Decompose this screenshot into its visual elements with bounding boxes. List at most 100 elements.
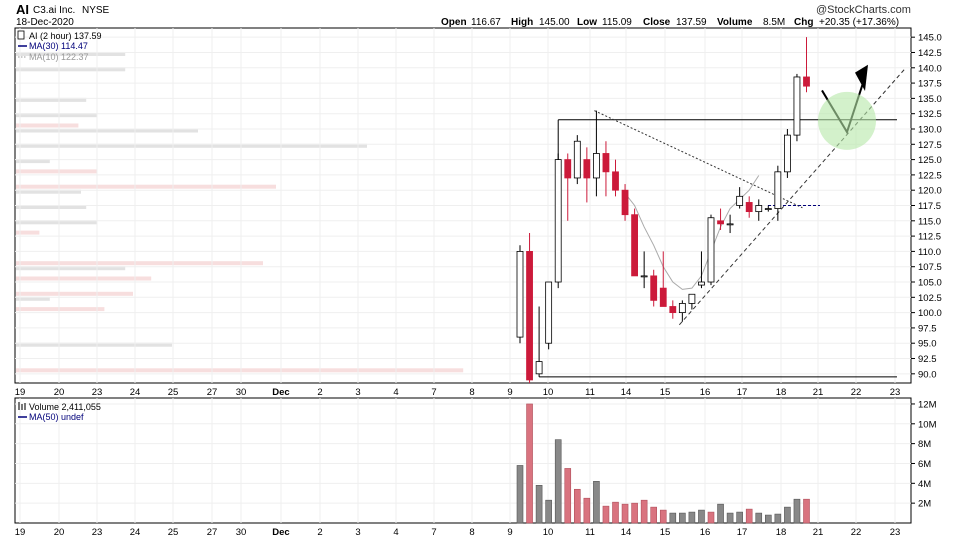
- vbp-up-bar: [16, 189, 81, 194]
- price-legend: AI (2 hour) 137.59 MA(30) 114.47 MA(10) …: [17, 30, 102, 62]
- date-tick-label: 11: [585, 387, 595, 398]
- volume-by-price: [16, 51, 464, 373]
- volume-bar: [631, 502, 638, 524]
- price-tick-label: 135.0: [918, 94, 942, 105]
- volume-tick-label: 4M: [918, 479, 931, 490]
- date-tick-label: 18: [776, 527, 787, 538]
- volume-bar: [640, 499, 648, 524]
- candle-body: [774, 171, 782, 209]
- volume-bar: [583, 497, 591, 524]
- vbp-down-bar: [16, 169, 97, 174]
- volume-bars: [516, 403, 810, 524]
- vbp-up-bar: [16, 266, 126, 271]
- exchange-label: NYSE: [82, 5, 110, 16]
- volume-bar: [545, 499, 552, 524]
- volume-bar: [803, 498, 810, 524]
- price-grid: [15, 28, 911, 383]
- candle-body: [535, 361, 543, 375]
- volume-bar: [707, 511, 715, 524]
- volume-label: Volume: [717, 17, 753, 28]
- date-tick-label: 19: [15, 387, 26, 398]
- vbp-up-bar: [16, 159, 50, 164]
- volume-bar: [669, 512, 677, 524]
- date-tick-label: 15: [660, 527, 671, 538]
- price-tick-label: 140.0: [918, 63, 942, 74]
- date-tick-label: 4: [393, 387, 398, 398]
- date-tick-label: 24: [130, 527, 141, 538]
- candle-body: [631, 214, 638, 277]
- candle-body: [554, 159, 562, 283]
- vbp-up-bar: [16, 51, 126, 56]
- volume-bar: [784, 506, 791, 524]
- candle-body: [650, 275, 658, 301]
- candle-body: [678, 303, 686, 314]
- vbp-up-bar: [16, 97, 87, 102]
- vbp-up-bar: [16, 143, 367, 148]
- close-value: 137.59: [676, 17, 707, 28]
- volume-axis: 12M 10M 8M 6M 4M 2M: [911, 399, 937, 510]
- volume-bar: [621, 503, 629, 524]
- volume-bar: [659, 509, 667, 524]
- date-tick-label: 10: [543, 527, 554, 538]
- price-tick-label: 105.0: [918, 278, 942, 289]
- date-tick-label: 20: [54, 527, 65, 538]
- price-tick-label: 127.5: [918, 140, 942, 151]
- date-tick-label: 30: [236, 527, 247, 538]
- candle-body: [736, 195, 744, 206]
- vbp-up-bar: [16, 205, 87, 209]
- volume-panel: [14, 397, 912, 524]
- vbp-down-bar: [16, 291, 133, 296]
- volume-bar: [573, 488, 581, 524]
- vbp-up-bar: [16, 296, 50, 301]
- date-tick-label: 14: [621, 527, 632, 538]
- price-tick-label: 125.0: [918, 155, 942, 166]
- annotations: [539, 64, 906, 378]
- vbp-down-bar: [16, 368, 464, 373]
- price-tick-label: 145.0: [918, 33, 942, 44]
- candle-body: [784, 134, 791, 173]
- low-label: Low: [577, 17, 597, 28]
- candle-body: [516, 251, 524, 338]
- volume-legend: Volume 2,411,055 MA(50) undef: [18, 402, 101, 422]
- date-tick-label: 9: [507, 527, 512, 538]
- volume-bar: [602, 505, 610, 524]
- date-tick-label: 20: [54, 387, 65, 398]
- volume-bar: [593, 481, 600, 524]
- price-tick-label: 122.5: [918, 170, 942, 181]
- volume-tick-label: 2M: [918, 499, 931, 510]
- date-tick-label: 16: [700, 387, 711, 398]
- date-tick-label: 9: [507, 387, 512, 398]
- symbol-label: AI: [16, 2, 29, 17]
- candle-body: [659, 287, 667, 307]
- candlesticks: [516, 37, 810, 383]
- volume-bar: [679, 512, 686, 524]
- volume-bar: [774, 513, 782, 524]
- date-tick-label: Dec: [272, 387, 289, 398]
- candle-body: [793, 76, 801, 136]
- date-tick-label: 17: [737, 527, 748, 538]
- candle-body: [583, 159, 591, 179]
- projection-arrow-head: [855, 64, 868, 92]
- vbp-down-bar: [16, 123, 79, 128]
- volume-bar: [755, 512, 763, 524]
- date-tick-label: 25: [168, 527, 179, 538]
- volume-tick-label: 10M: [918, 419, 937, 430]
- date-tick-label: 22: [851, 387, 862, 398]
- volume-tick-label: 8M: [918, 439, 931, 450]
- candle-body: [669, 306, 677, 314]
- volume-grid: [15, 398, 911, 523]
- date-tick-label: 7: [431, 387, 436, 398]
- watermark: @StockCharts.com: [816, 4, 911, 16]
- candle-body: [545, 281, 553, 344]
- volume-legend-label: Volume 2,411,055: [29, 402, 101, 412]
- support-trendline: [678, 68, 906, 326]
- volume-bar: [793, 498, 801, 524]
- date-tick-label: 17: [737, 387, 748, 398]
- price-tick-label: 142.5: [918, 48, 942, 59]
- volume-bar: [526, 403, 533, 524]
- date-tick-label: 24: [130, 387, 141, 398]
- price-axis: 145.0 142.5 140.0 137.5 135.0 132.5 130.0 127.5…: [911, 33, 942, 380]
- price-legend-label: AI (2 hour) 137.59: [29, 31, 102, 41]
- vbp-up-bar: [16, 342, 172, 347]
- chg-label: Chg: [794, 17, 813, 28]
